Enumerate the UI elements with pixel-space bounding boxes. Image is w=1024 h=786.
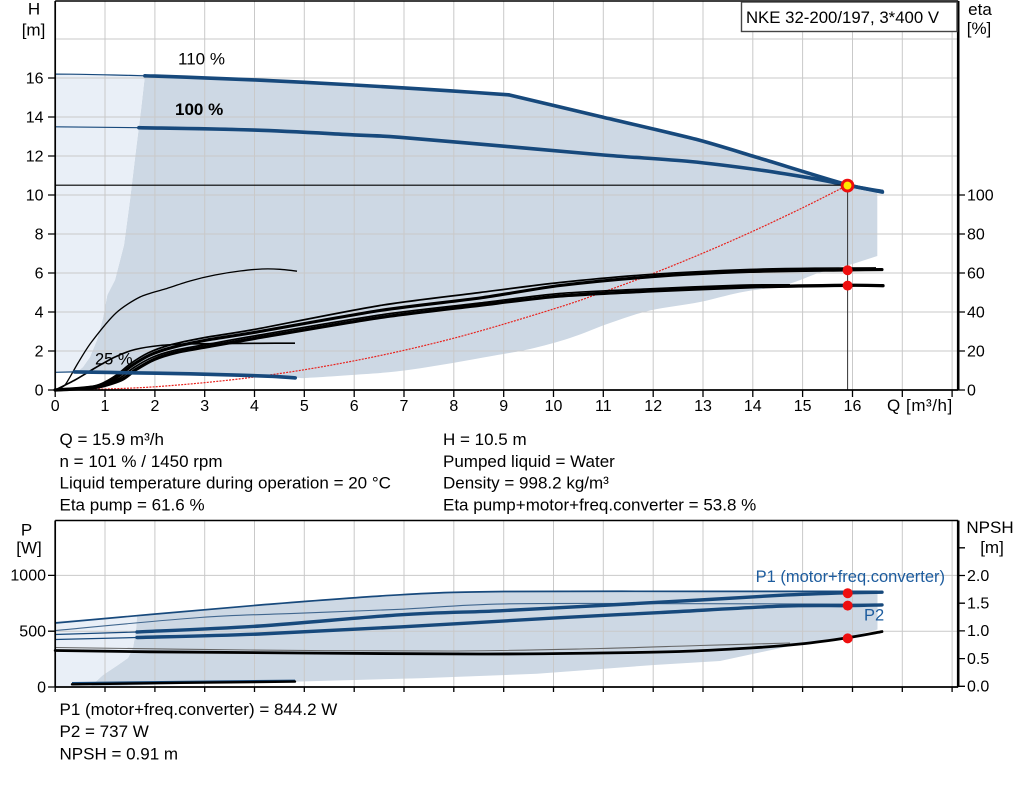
svg-text:7: 7: [400, 398, 409, 415]
svg-text:Q = 15.9 m³/h: Q = 15.9 m³/h: [60, 430, 164, 449]
svg-text:P1 (motor+freq.converter): P1 (motor+freq.converter): [756, 568, 945, 586]
svg-text:3: 3: [200, 398, 209, 415]
svg-text:8: 8: [449, 398, 458, 415]
svg-text:10: 10: [26, 187, 44, 204]
svg-text:P2 = 737 W: P2 = 737 W: [60, 722, 149, 741]
svg-text:11: 11: [595, 398, 612, 415]
svg-text:13: 13: [694, 398, 712, 415]
svg-text:15: 15: [794, 398, 812, 415]
svg-text:0: 0: [35, 382, 44, 399]
svg-text:0: 0: [51, 398, 60, 415]
svg-text:40: 40: [967, 304, 985, 321]
svg-text:14: 14: [744, 398, 762, 415]
svg-text:6: 6: [35, 265, 44, 282]
svg-text:12: 12: [26, 148, 44, 165]
svg-text:110 %: 110 %: [178, 50, 225, 69]
svg-text:[m]: [m]: [980, 538, 1004, 557]
svg-text:H = 10.5 m: H = 10.5 m: [443, 430, 527, 449]
svg-text:500: 500: [19, 624, 46, 641]
svg-text:0.5: 0.5: [967, 651, 989, 668]
svg-text:2: 2: [35, 343, 44, 360]
svg-text:1000: 1000: [10, 568, 46, 585]
svg-text:Density = 998.2 kg/m³: Density = 998.2 kg/m³: [443, 474, 609, 493]
svg-text:12: 12: [644, 398, 662, 415]
svg-text:100 %: 100 %: [175, 100, 223, 119]
svg-text:2: 2: [150, 398, 159, 415]
svg-text:P: P: [21, 521, 32, 540]
svg-text:NPSH = 0.91 m: NPSH = 0.91 m: [60, 745, 179, 764]
svg-text:Liquid temperature during oper: Liquid temperature during operation = 20…: [60, 474, 391, 493]
svg-text:10: 10: [545, 398, 563, 415]
svg-text:1: 1: [101, 398, 110, 415]
svg-text:4: 4: [35, 304, 44, 321]
svg-text:1.0: 1.0: [967, 623, 989, 640]
svg-text:2.0: 2.0: [967, 568, 989, 585]
svg-text:0: 0: [967, 382, 976, 399]
svg-text:0: 0: [37, 679, 46, 696]
svg-text:80: 80: [967, 226, 985, 243]
svg-text:NPSH: NPSH: [966, 518, 1013, 537]
svg-text:0.0: 0.0: [967, 679, 989, 696]
svg-text:6: 6: [350, 398, 359, 415]
svg-text:[m]: [m]: [22, 21, 46, 40]
svg-text:[W]: [W]: [16, 539, 42, 558]
svg-text:5: 5: [300, 398, 309, 415]
svg-text:16: 16: [26, 70, 44, 87]
svg-text:8: 8: [35, 226, 44, 243]
svg-text:H: H: [28, 0, 40, 19]
svg-text:Pumped liquid = Water: Pumped liquid = Water: [443, 452, 615, 471]
svg-text:16: 16: [844, 398, 862, 415]
svg-text:100: 100: [967, 187, 994, 204]
svg-text:14: 14: [26, 109, 44, 126]
svg-text:25 %: 25 %: [95, 351, 133, 369]
svg-text:P2: P2: [864, 607, 884, 625]
svg-text:9: 9: [499, 398, 508, 415]
svg-text:NKE 32-200/197, 3*400 V: NKE 32-200/197, 3*400 V: [746, 8, 940, 27]
svg-text:eta: eta: [968, 0, 992, 19]
svg-text:Q [m³/h]: Q [m³/h]: [887, 396, 953, 415]
svg-text:Eta pump+motor+freq.converter: Eta pump+motor+freq.converter = 53.8 %: [443, 495, 756, 514]
svg-text:[%]: [%]: [967, 19, 992, 38]
svg-text:Eta pump = 61.6 %: Eta pump = 61.6 %: [60, 495, 205, 514]
svg-text:1.5: 1.5: [967, 596, 989, 613]
svg-text:n = 101 % / 1450 rpm: n = 101 % / 1450 rpm: [60, 452, 223, 471]
svg-text:20: 20: [967, 343, 985, 360]
svg-text:60: 60: [967, 265, 985, 282]
svg-text:4: 4: [250, 398, 259, 415]
svg-text:P1 (motor+freq.converter) = 84: P1 (motor+freq.converter) = 844.2 W: [60, 700, 338, 719]
